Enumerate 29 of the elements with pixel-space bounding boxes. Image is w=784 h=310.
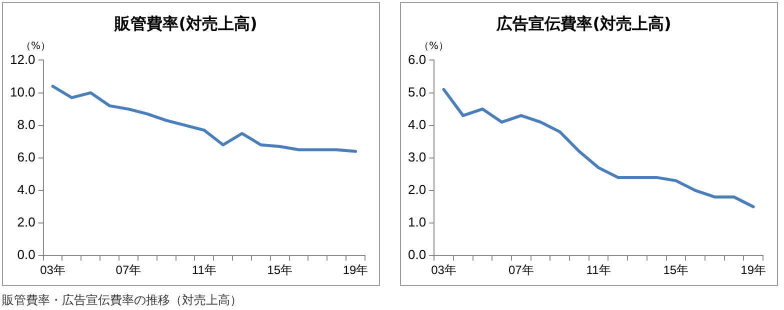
y-tick-label: 6.0	[17, 149, 36, 164]
x-tick-label: 15年	[267, 263, 293, 278]
x-tick-label: 19年	[740, 263, 766, 278]
x-tick-label: 03年	[431, 263, 456, 278]
y-axis-title: （%）	[21, 40, 51, 53]
x-tick-label: 07年	[116, 263, 142, 278]
x-tick-label: 07年	[508, 263, 534, 278]
y-axis-title: （%）	[419, 40, 449, 53]
y-tick-label: 1.0	[408, 214, 426, 230]
y-tick-label: 8.0	[17, 116, 36, 132]
y-tick-label: 6.0	[408, 52, 426, 67]
y-tick-label: 3.0	[408, 149, 426, 164]
x-tick-label: 11年	[586, 263, 611, 278]
text: 販管費率・広告宣伝費率の推移（対売上高）	[2, 292, 242, 309]
y-tick-label: 2.0	[408, 182, 426, 198]
y-tick-label: 4.0	[408, 116, 426, 132]
y-tick-label: 0.0	[17, 247, 36, 262]
chart-title: 販管費率(対売上高)	[114, 14, 258, 33]
y-tick-label: 2.0	[17, 214, 36, 230]
x-tick-label: 03年	[40, 263, 66, 278]
y-tick-label: 10.0	[10, 84, 36, 100]
y-tick-label: 5.0	[408, 84, 426, 100]
x-tick-label: 15年	[663, 263, 689, 278]
y-tick-label: 12.0	[10, 52, 36, 67]
y-tick-label: 0.0	[408, 247, 426, 262]
x-tick-label: 19年	[342, 263, 368, 278]
chart-title: 広告宣伝費率(対売上高)	[496, 14, 672, 33]
x-tick-label: 11年	[192, 263, 216, 278]
y-tick-label: 4.0	[17, 182, 36, 198]
